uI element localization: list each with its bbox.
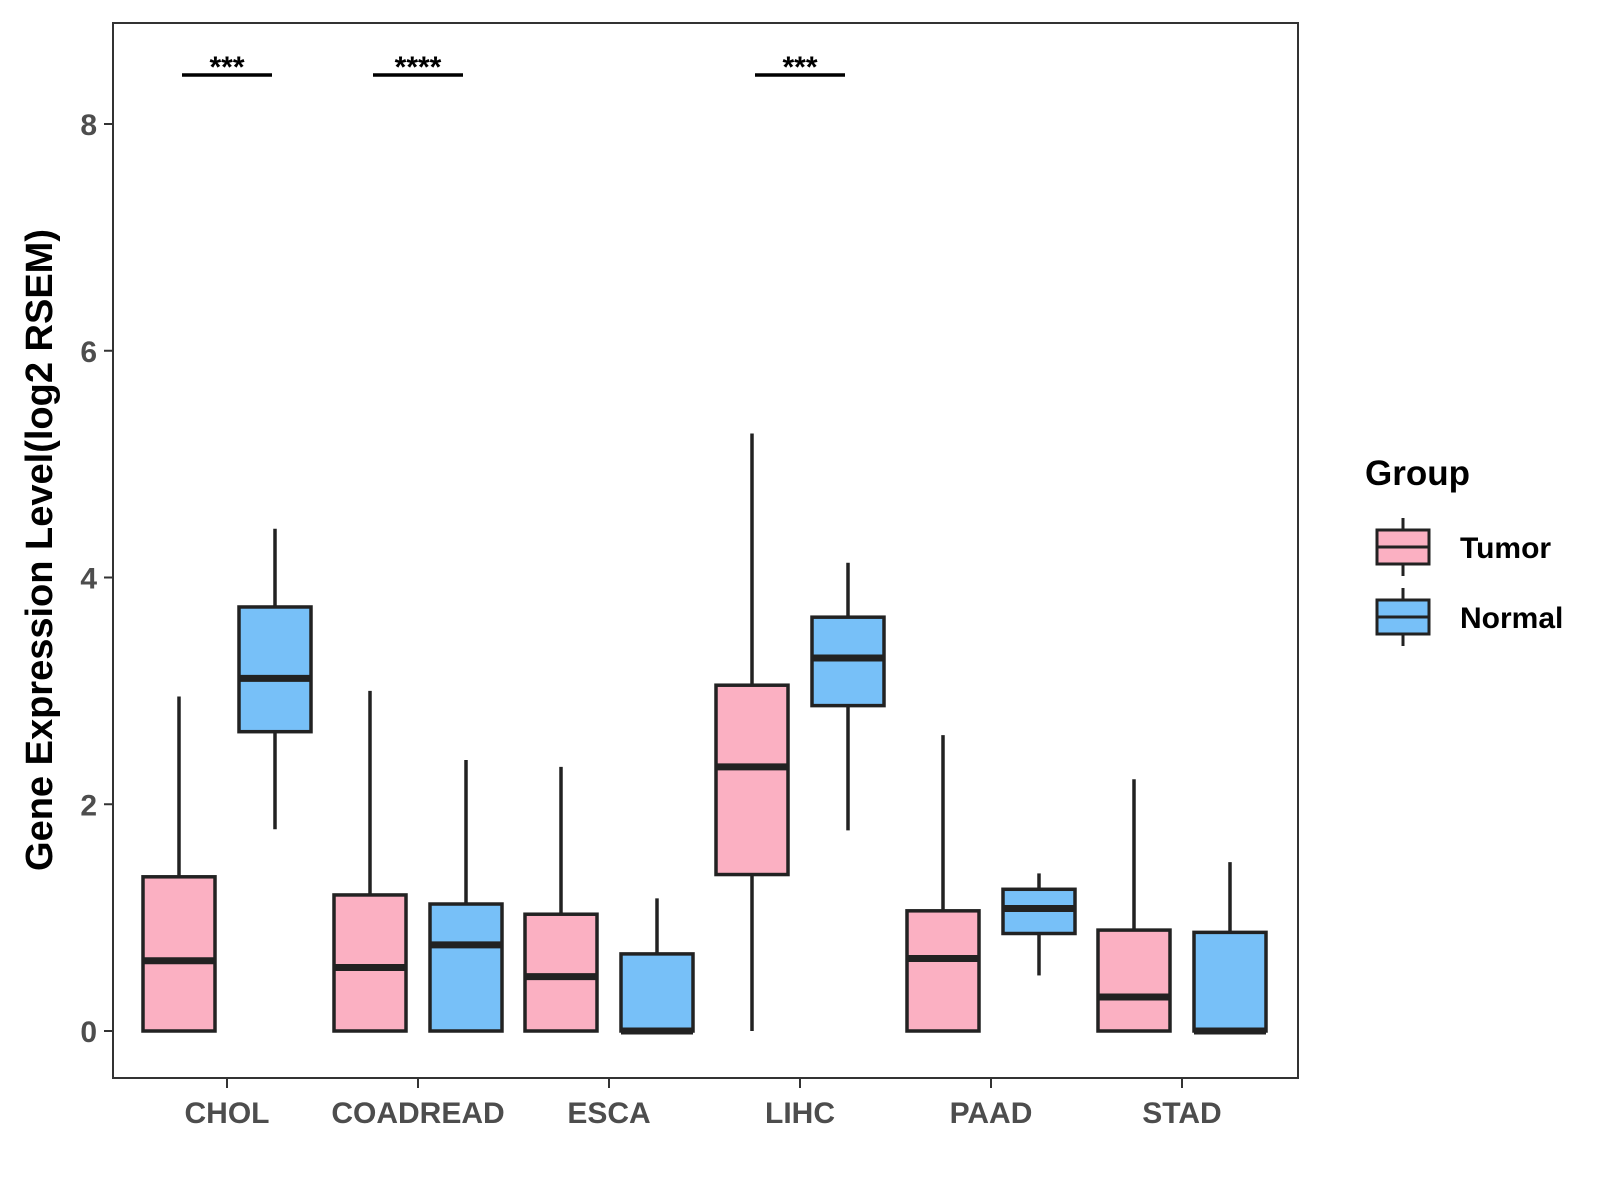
box-normal-chol	[237, 528, 313, 830]
plot-panel	[112, 22, 1299, 1079]
significance-annotations: *** **** ***	[182, 51, 845, 84]
x-tick-label: LIHC	[765, 1097, 835, 1130]
box-body	[905, 909, 981, 1033]
significance-label: ****	[395, 51, 442, 84]
box-series	[141, 433, 1268, 1035]
box-body	[523, 912, 599, 1033]
box-body	[237, 605, 313, 734]
y-tick-label: 2	[80, 789, 97, 822]
box-body	[1096, 928, 1172, 1033]
box-normal-esca	[619, 898, 695, 1035]
legend-label: Normal	[1460, 602, 1563, 635]
legend-title: Group	[1365, 454, 1470, 493]
box-tumor-esca	[523, 766, 599, 1033]
box-tumor-lihc	[714, 433, 790, 1031]
box-tumor-paad	[905, 735, 981, 1033]
box-body	[141, 875, 217, 1033]
y-tick-label: 0	[80, 1016, 97, 1049]
box-tumor-chol	[141, 696, 217, 1033]
box-normal-paad	[1001, 873, 1077, 976]
box-tumor-stad	[1096, 779, 1172, 1033]
legend-entry-tumor: Tumor	[1375, 518, 1551, 576]
box-body	[714, 683, 790, 877]
legend: Group Tumor Normal	[1365, 454, 1563, 646]
x-tick-label: STAD	[1142, 1097, 1221, 1130]
x-tick-label: CHOL	[185, 1097, 270, 1130]
legend-entry-normal: Normal	[1375, 588, 1563, 646]
box-normal-lihc	[810, 562, 886, 831]
y-tick-label: 8	[80, 109, 97, 142]
legend-label: Tumor	[1460, 532, 1551, 565]
box-body	[332, 893, 408, 1033]
box-body	[1192, 930, 1268, 1033]
box-body	[428, 902, 504, 1033]
box-tumor-coadread	[332, 690, 408, 1033]
y-axis: 0 2 4 6 8	[80, 109, 113, 1049]
x-axis: CHOL COADREAD ESCA LIHC PAAD STAD	[185, 1078, 1222, 1130]
significance-label: ***	[209, 51, 244, 84]
x-tick-label: COADREAD	[331, 1097, 504, 1130]
significance-label: ***	[782, 51, 817, 84]
box-normal-coadread	[428, 760, 504, 1033]
y-tick-label: 4	[80, 563, 97, 596]
box-body	[619, 952, 695, 1033]
y-tick-label: 6	[80, 336, 97, 369]
box-normal-stad	[1192, 862, 1268, 1035]
y-axis-title: Gene Expression Level(log2 RSEM)	[19, 229, 61, 871]
x-tick-label: PAAD	[950, 1097, 1033, 1130]
x-tick-label: ESCA	[567, 1097, 650, 1130]
